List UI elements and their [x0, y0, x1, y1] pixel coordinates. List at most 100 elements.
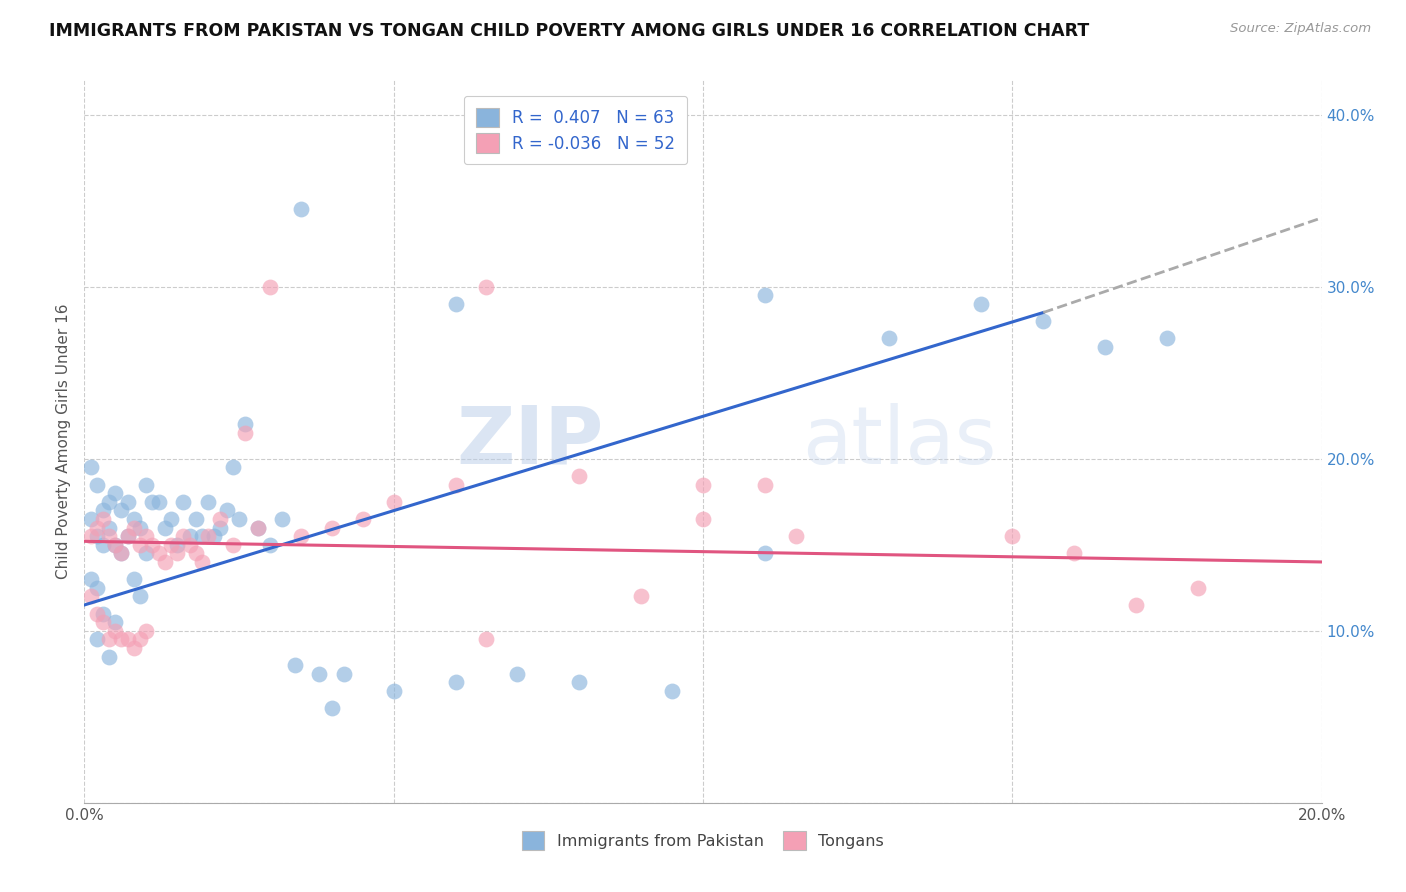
Point — [141, 494, 163, 508]
Point — [79, 590, 101, 604]
Point — [104, 486, 127, 500]
Point — [129, 632, 152, 647]
Point — [222, 538, 245, 552]
Point — [382, 684, 405, 698]
Point — [661, 684, 683, 698]
Point — [333, 666, 356, 681]
Point — [209, 520, 232, 534]
Point — [184, 512, 207, 526]
Point — [179, 529, 201, 543]
Point — [98, 632, 121, 647]
Point — [184, 546, 207, 560]
Point — [98, 520, 121, 534]
Point — [222, 460, 245, 475]
Point — [117, 632, 139, 647]
Point — [321, 701, 343, 715]
Point — [110, 546, 132, 560]
Point — [122, 572, 145, 586]
Point — [122, 520, 145, 534]
Point — [86, 529, 108, 543]
Point — [568, 469, 591, 483]
Point — [86, 632, 108, 647]
Point — [153, 555, 176, 569]
Point — [444, 297, 467, 311]
Point — [135, 624, 157, 638]
Point — [191, 555, 214, 569]
Point — [91, 512, 114, 526]
Point — [98, 494, 121, 508]
Point — [475, 279, 498, 293]
Text: Source: ZipAtlas.com: Source: ZipAtlas.com — [1230, 22, 1371, 36]
Y-axis label: Child Poverty Among Girls Under 16: Child Poverty Among Girls Under 16 — [56, 304, 72, 579]
Point — [215, 503, 238, 517]
Point — [970, 297, 993, 311]
Point — [129, 520, 152, 534]
Point — [135, 546, 157, 560]
Point — [91, 615, 114, 630]
Point — [1063, 546, 1085, 560]
Point — [122, 640, 145, 655]
Point — [191, 529, 214, 543]
Point — [444, 675, 467, 690]
Point — [166, 538, 188, 552]
Point — [98, 529, 121, 543]
Point — [308, 666, 330, 681]
Point — [148, 494, 170, 508]
Point — [202, 529, 225, 543]
Point — [86, 477, 108, 491]
Point — [153, 520, 176, 534]
Point — [104, 538, 127, 552]
Point — [160, 512, 183, 526]
Point — [91, 607, 114, 621]
Point — [179, 538, 201, 552]
Point — [135, 529, 157, 543]
Point — [568, 675, 591, 690]
Point — [692, 477, 714, 491]
Point — [754, 477, 776, 491]
Legend: Immigrants from Pakistan, Tongans: Immigrants from Pakistan, Tongans — [516, 825, 890, 856]
Point — [122, 512, 145, 526]
Point — [172, 494, 194, 508]
Point — [754, 546, 776, 560]
Point — [104, 615, 127, 630]
Point — [1156, 331, 1178, 345]
Point — [246, 520, 269, 534]
Point — [79, 512, 101, 526]
Point — [506, 666, 529, 681]
Point — [110, 632, 132, 647]
Point — [259, 538, 281, 552]
Point — [1032, 314, 1054, 328]
Point — [117, 494, 139, 508]
Point — [160, 538, 183, 552]
Point — [444, 477, 467, 491]
Point — [91, 538, 114, 552]
Point — [148, 546, 170, 560]
Point — [233, 425, 256, 440]
Point — [79, 460, 101, 475]
Point — [129, 590, 152, 604]
Point — [110, 503, 132, 517]
Point — [233, 417, 256, 432]
Point — [271, 512, 294, 526]
Point — [129, 538, 152, 552]
Point — [259, 279, 281, 293]
Point — [135, 477, 157, 491]
Point — [1001, 529, 1024, 543]
Point — [877, 331, 900, 345]
Point — [475, 632, 498, 647]
Point — [197, 529, 219, 543]
Point — [785, 529, 807, 543]
Point — [1125, 598, 1147, 612]
Point — [382, 494, 405, 508]
Point — [630, 590, 652, 604]
Point — [290, 529, 312, 543]
Point — [290, 202, 312, 217]
Point — [104, 624, 127, 638]
Point — [91, 503, 114, 517]
Point — [110, 546, 132, 560]
Point — [209, 512, 232, 526]
Point — [197, 494, 219, 508]
Point — [284, 658, 307, 673]
Point — [98, 649, 121, 664]
Point — [79, 572, 101, 586]
